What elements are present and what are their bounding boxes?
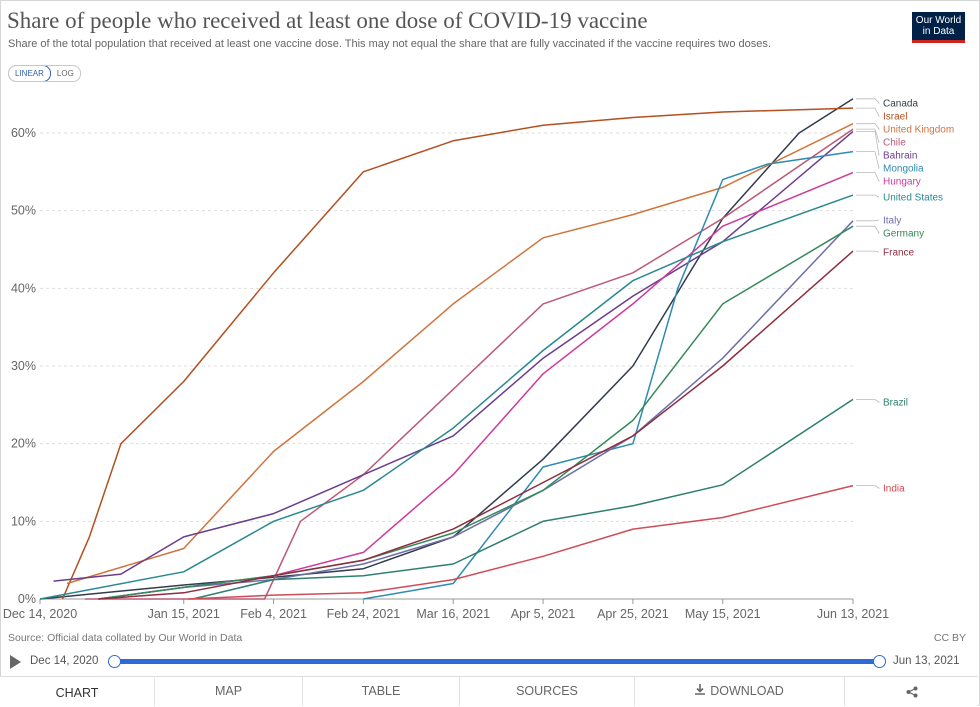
- series-line: [53, 130, 854, 582]
- download-icon: [695, 684, 706, 695]
- series-label-leader: [856, 250, 880, 253]
- series-line: [84, 128, 854, 600]
- series-label: Germany: [883, 229, 924, 240]
- x-tick-label: Jan 15, 2021: [148, 607, 220, 621]
- chart-title: Share of people who received at least on…: [7, 8, 648, 33]
- x-tick-label: Jun 13, 2021: [817, 607, 889, 621]
- logo-line-1: Our World: [915, 15, 962, 26]
- y-tick-label: 20%: [11, 437, 36, 451]
- tab-map[interactable]: MAP: [155, 677, 303, 706]
- x-tick-label: Feb 24, 2021: [327, 607, 401, 621]
- y-tick-label: 30%: [11, 359, 36, 373]
- timeline: Dec 14, 2020 Jun 13, 2021: [0, 650, 980, 674]
- x-tick-label: Feb 4, 2021: [240, 607, 307, 621]
- license-link[interactable]: CC BY: [933, 632, 966, 644]
- x-tick-label: Mar 16, 2021: [416, 607, 490, 621]
- timeline-start-handle[interactable]: [108, 655, 121, 668]
- tab-sources[interactable]: SOURCES: [460, 677, 635, 706]
- series-label: France: [883, 248, 915, 259]
- series-label-leader: [856, 485, 881, 489]
- source-note: Source: Official data collated by Our Wo…: [8, 632, 243, 644]
- owid-logo[interactable]: Our World in Data: [912, 12, 965, 43]
- series-label-leader: [856, 399, 881, 403]
- logo-line-2: in Data: [922, 26, 955, 37]
- series-label-leader: [856, 151, 880, 169]
- series-line: [363, 150, 854, 600]
- series-line: [66, 123, 854, 585]
- tab-bar: CHART MAP TABLE SOURCES DOWNLOAD: [0, 676, 978, 706]
- series-line: [192, 398, 854, 600]
- series-label-leader: [856, 131, 880, 156]
- series-label-leader: [856, 194, 880, 198]
- x-tick-label: Apr 5, 2021: [511, 607, 576, 621]
- x-tick-label: Dec 14, 2020: [3, 607, 77, 621]
- timeline-start-label: Dec 14, 2020: [30, 655, 99, 667]
- series-label: Bahrain: [883, 151, 917, 162]
- timeline-end-label: Jun 13, 2021: [893, 655, 960, 667]
- series-label: Israel: [883, 112, 907, 123]
- y-tick-label: 60%: [11, 126, 36, 140]
- timeline-end-handle[interactable]: [873, 655, 886, 668]
- series-label: Canada: [883, 99, 918, 110]
- series-line: [98, 220, 854, 600]
- play-icon[interactable]: [10, 655, 21, 669]
- series-label: Italy: [883, 216, 901, 227]
- series-label: India: [883, 484, 905, 495]
- series-line: [98, 250, 854, 600]
- series-label-leader: [856, 225, 880, 234]
- series-label: Chile: [883, 138, 906, 149]
- x-tick-label: May 15, 2021: [685, 607, 761, 621]
- series-label-leader: [856, 128, 880, 143]
- y-tick-label: 50%: [11, 204, 36, 218]
- tab-chart[interactable]: CHART: [0, 677, 155, 706]
- logo-accent-bar: [912, 40, 965, 43]
- series-line: [98, 171, 854, 600]
- y-tick-label: 0%: [18, 592, 36, 606]
- series-label-leader: [856, 219, 880, 222]
- download-label: DOWNLOAD: [710, 684, 784, 698]
- timeline-track[interactable]: [114, 659, 880, 664]
- series-label: Hungary: [883, 177, 921, 188]
- x-tick-label: Apr 25, 2021: [597, 607, 669, 621]
- series-label-leader: [856, 98, 880, 104]
- line-chart: 0% 10% 20% 30% 40% 50% 60% Dec 14, 2020 Jan 15, …: [3, 98, 954, 621]
- series-label-leader: [856, 123, 880, 130]
- series-line: [188, 484, 854, 600]
- scale-toggle: LINEAR LOG: [8, 65, 81, 82]
- series-line: [61, 107, 854, 600]
- series-label: Brazil: [883, 398, 908, 409]
- tab-share[interactable]: [845, 677, 978, 706]
- tab-table[interactable]: TABLE: [303, 677, 460, 706]
- series-label: United States: [883, 193, 943, 204]
- series-label: Mongolia: [883, 164, 924, 175]
- tab-download[interactable]: DOWNLOAD: [635, 677, 845, 706]
- y-tick-label: 40%: [11, 281, 36, 295]
- linear-scale-button[interactable]: LINEAR: [8, 66, 51, 81]
- series-label-leader: [856, 172, 880, 182]
- y-tick-label: 10%: [11, 514, 36, 528]
- log-scale-button[interactable]: LOG: [56, 69, 74, 78]
- series-label-leader: [856, 107, 880, 117]
- series-line: [39, 194, 854, 600]
- series-line: [98, 225, 854, 600]
- share-icon: [906, 686, 917, 698]
- chart-subtitle: Share of the total population that recei…: [8, 38, 771, 50]
- series-label: United Kingdom: [883, 125, 954, 136]
